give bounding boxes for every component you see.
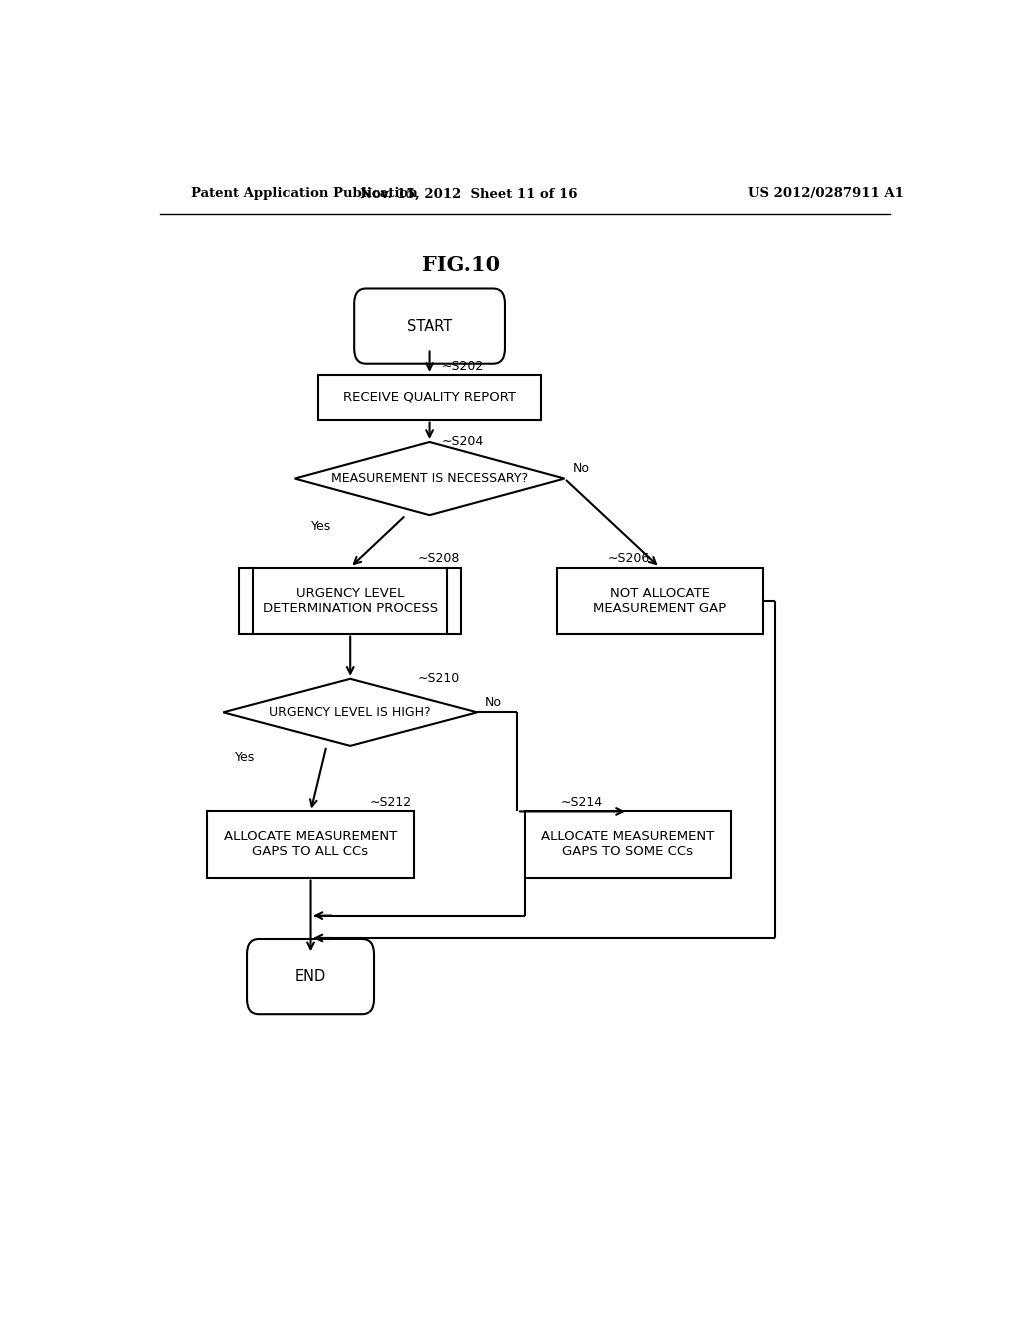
- Text: Patent Application Publication: Patent Application Publication: [191, 187, 418, 201]
- Bar: [318, 375, 541, 420]
- Polygon shape: [223, 678, 477, 746]
- Text: US 2012/0287911 A1: US 2012/0287911 A1: [749, 187, 904, 201]
- Text: MEASUREMENT IS NECESSARY?: MEASUREMENT IS NECESSARY?: [331, 473, 528, 484]
- Text: ∼S214: ∼S214: [560, 796, 603, 809]
- Text: Yes: Yes: [310, 520, 331, 533]
- Bar: [240, 568, 461, 634]
- Text: ∼S204: ∼S204: [441, 436, 483, 447]
- Text: Nov. 15, 2012  Sheet 11 of 16: Nov. 15, 2012 Sheet 11 of 16: [360, 187, 578, 201]
- Text: No: No: [485, 696, 502, 709]
- Text: ∼S210: ∼S210: [418, 672, 460, 685]
- Text: ALLOCATE MEASUREMENT
GAPS TO SOME CCs: ALLOCATE MEASUREMENT GAPS TO SOME CCs: [542, 830, 715, 858]
- FancyBboxPatch shape: [247, 939, 374, 1014]
- Text: URGENCY LEVEL
DETERMINATION PROCESS: URGENCY LEVEL DETERMINATION PROCESS: [262, 586, 438, 615]
- Bar: [557, 568, 763, 634]
- Text: END: END: [295, 969, 327, 985]
- Text: NOT ALLOCATE
MEASUREMENT GAP: NOT ALLOCATE MEASUREMENT GAP: [593, 586, 726, 615]
- Text: URGENCY LEVEL IS HIGH?: URGENCY LEVEL IS HIGH?: [269, 706, 431, 719]
- Text: ∼S202: ∼S202: [441, 360, 483, 372]
- Text: FIG.10: FIG.10: [422, 255, 501, 275]
- Text: ∼S206: ∼S206: [608, 553, 650, 565]
- Text: ∼S212: ∼S212: [370, 796, 413, 809]
- Text: Yes: Yes: [236, 751, 255, 764]
- Text: ∼S208: ∼S208: [418, 553, 460, 565]
- Bar: [207, 812, 414, 878]
- Bar: [524, 812, 731, 878]
- FancyBboxPatch shape: [354, 289, 505, 364]
- Text: RECEIVE QUALITY REPORT: RECEIVE QUALITY REPORT: [343, 391, 516, 404]
- Polygon shape: [295, 442, 564, 515]
- Text: ALLOCATE MEASUREMENT
GAPS TO ALL CCs: ALLOCATE MEASUREMENT GAPS TO ALL CCs: [224, 830, 397, 858]
- Text: No: No: [572, 462, 590, 475]
- Text: START: START: [407, 318, 453, 334]
